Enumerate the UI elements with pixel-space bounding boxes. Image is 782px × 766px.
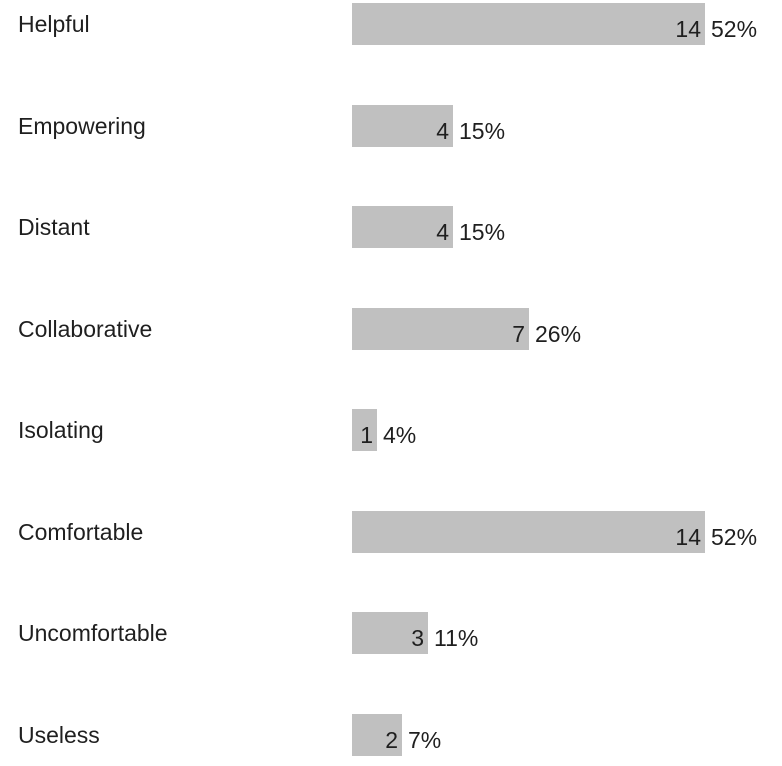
category-label: Isolating bbox=[18, 417, 104, 443]
bar bbox=[352, 206, 453, 248]
bar-percent-label: 7% bbox=[408, 727, 442, 753]
chart-row: Comfortable 14 52% bbox=[0, 511, 782, 553]
bar-percent-label: 15% bbox=[459, 219, 506, 245]
bar-chart: Helpful 14 52% Empowering 4 15% Distant 4 15% Col… bbox=[0, 3, 782, 756]
category-label: Collaborative bbox=[18, 316, 153, 342]
bar-percent-label: 15% bbox=[459, 118, 506, 144]
bar bbox=[352, 714, 402, 756]
bar-percent-label: 52% bbox=[711, 524, 758, 550]
category-label: Helpful bbox=[18, 11, 90, 37]
category-label: Distant bbox=[18, 214, 90, 240]
category-label: Useless bbox=[18, 722, 100, 748]
chart-row: Collaborative 7 26% bbox=[0, 308, 782, 350]
bar bbox=[352, 409, 377, 451]
bar-percent-label: 11% bbox=[434, 625, 479, 651]
bar-count-label: 14 bbox=[675, 524, 701, 550]
bar-percent-label: 52% bbox=[711, 16, 758, 42]
chart-row: Useless 2 7% bbox=[0, 714, 782, 756]
bar-count-label: 7 bbox=[512, 321, 525, 347]
chart-row: Helpful 14 52% bbox=[0, 3, 782, 45]
bar-count-label: 14 bbox=[675, 16, 701, 42]
bar-count-label: 4 bbox=[436, 219, 449, 245]
chart-row: Isolating 1 4% bbox=[0, 409, 782, 451]
bar-count-label: 2 bbox=[385, 727, 398, 753]
bar-percent-label: 4% bbox=[383, 422, 417, 448]
category-label: Empowering bbox=[18, 113, 146, 139]
bar bbox=[352, 612, 428, 654]
bar-count-label: 1 bbox=[360, 422, 373, 448]
bar bbox=[352, 308, 529, 350]
bar bbox=[352, 511, 705, 553]
bar-count-label: 3 bbox=[411, 625, 424, 651]
chart-row: Empowering 4 15% bbox=[0, 105, 782, 147]
bar bbox=[352, 3, 705, 45]
chart-row: Distant 4 15% bbox=[0, 206, 782, 248]
bar bbox=[352, 105, 453, 147]
category-label: Uncomfortable bbox=[18, 620, 168, 646]
chart-row: Uncomfortable 3 11% bbox=[0, 612, 782, 654]
bar-count-label: 4 bbox=[436, 118, 449, 144]
category-label: Comfortable bbox=[18, 519, 144, 545]
bar-percent-label: 26% bbox=[535, 321, 582, 347]
